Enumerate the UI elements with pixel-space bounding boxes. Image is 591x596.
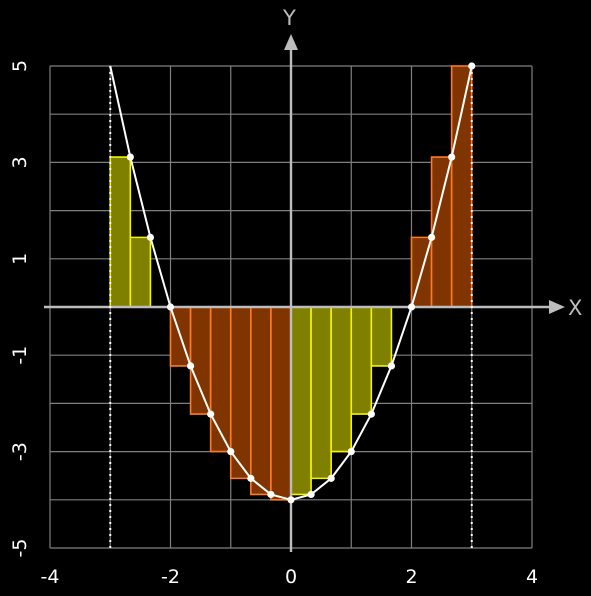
sample-point bbox=[287, 496, 295, 504]
x-axis-label: X bbox=[568, 296, 582, 320]
sample-point bbox=[247, 474, 255, 482]
riemann-bar bbox=[110, 157, 131, 307]
sample-point bbox=[347, 448, 355, 456]
riemann-bar bbox=[431, 157, 452, 307]
sample-point bbox=[468, 62, 476, 70]
x-tick-label: -2 bbox=[161, 566, 180, 588]
riemann-bar bbox=[451, 66, 472, 307]
riemann-bar bbox=[130, 237, 151, 307]
riemann-rectangles bbox=[109, 65, 473, 501]
riemann-bar bbox=[190, 307, 211, 415]
tick-labels: -4 -2 0 2 4 5 3 1 -1 -3 -5 bbox=[9, 60, 538, 588]
sample-point bbox=[146, 233, 155, 241]
axes bbox=[44, 34, 565, 552]
sample-point bbox=[448, 153, 456, 161]
x-tick-label: 0 bbox=[285, 566, 297, 588]
x-tick-label: 2 bbox=[405, 566, 417, 588]
riemann-bar-edge bbox=[129, 236, 152, 307]
sample-point bbox=[427, 233, 436, 241]
y-axis-label: Y bbox=[282, 6, 296, 30]
riemann-bar bbox=[311, 307, 332, 479]
sample-point bbox=[307, 490, 315, 499]
sample-point bbox=[126, 153, 134, 161]
x-tick-label: 4 bbox=[526, 566, 538, 588]
sample-point bbox=[407, 303, 416, 311]
riemann-bar-edge bbox=[109, 156, 132, 307]
riemann-bar bbox=[230, 307, 251, 479]
riemann-bar bbox=[291, 307, 312, 495]
x-axis-arrow-icon bbox=[549, 300, 565, 314]
riemann-bar bbox=[351, 307, 372, 415]
y-tick-label: -1 bbox=[9, 346, 31, 365]
y-tick-label: -5 bbox=[9, 539, 31, 558]
integration-bounds bbox=[109, 66, 473, 548]
riemann-bar bbox=[371, 307, 392, 366]
y-tick-label: -3 bbox=[9, 442, 31, 461]
riemann-bar bbox=[331, 307, 352, 452]
sample-point bbox=[166, 303, 175, 311]
sample-point bbox=[207, 410, 215, 418]
sample-point bbox=[267, 490, 275, 499]
riemann-bar-edge bbox=[370, 307, 393, 367]
sample-point bbox=[367, 410, 375, 418]
y-tick-label: 5 bbox=[9, 60, 31, 72]
riemann-bar bbox=[270, 307, 291, 500]
sample-points bbox=[126, 62, 476, 504]
y-tick-label: 3 bbox=[9, 156, 31, 168]
sample-point bbox=[186, 362, 195, 370]
x-tick-label: -4 bbox=[41, 566, 60, 588]
riemann-bar bbox=[250, 307, 271, 495]
y-tick-label: 1 bbox=[9, 253, 31, 265]
y-axis-arrow-icon bbox=[284, 34, 298, 50]
sample-point bbox=[227, 448, 235, 456]
sample-point bbox=[327, 474, 335, 482]
sample-point bbox=[387, 362, 396, 370]
riemann-bar bbox=[210, 307, 231, 452]
